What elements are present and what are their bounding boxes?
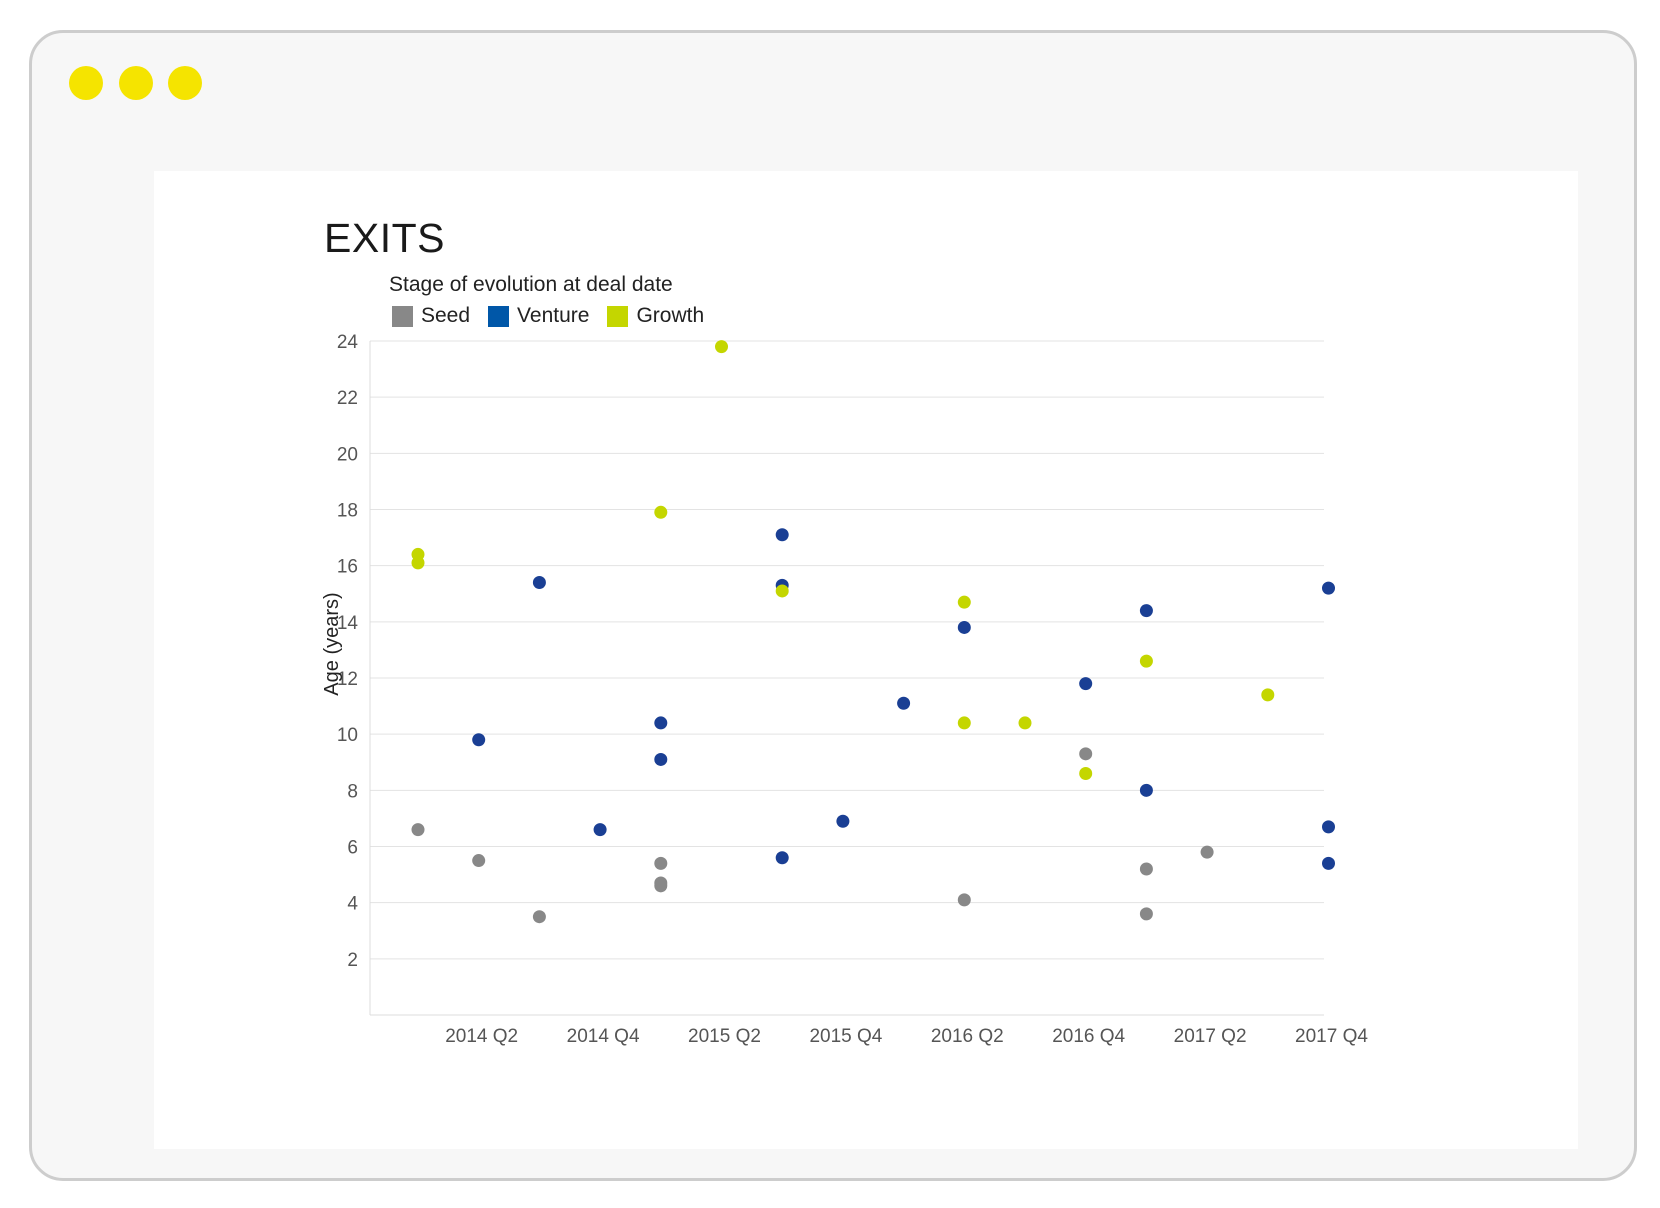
point-seed[interactable]	[472, 854, 486, 868]
point-growth[interactable]	[1261, 688, 1275, 702]
point-venture[interactable]	[532, 576, 546, 590]
point-growth[interactable]	[1079, 766, 1093, 780]
point-venture[interactable]	[1139, 783, 1153, 797]
legend-title: Stage of evolution at deal date	[389, 273, 673, 296]
point-venture[interactable]	[836, 814, 850, 828]
point-venture[interactable]	[654, 752, 668, 766]
legend-item-seed: Seed	[392, 304, 470, 328]
y-tick-label: 14	[337, 613, 359, 634]
window-dot-3[interactable]	[168, 66, 202, 100]
point-venture[interactable]	[1322, 820, 1335, 834]
x-tick-label: 2014 Q4	[567, 1026, 640, 1047]
legend-label-growth: Growth	[636, 304, 705, 327]
point-seed[interactable]	[532, 910, 546, 924]
point-seed[interactable]	[654, 856, 668, 870]
point-seed[interactable]	[1200, 845, 1214, 859]
x-tick-label: 2017 Q2	[1174, 1026, 1247, 1047]
point-growth[interactable]	[1018, 716, 1032, 730]
x-tick-label: 2014 Q2	[445, 1026, 518, 1047]
data-points	[411, 340, 1335, 924]
point-growth[interactable]	[775, 584, 789, 598]
x-tick-label: 2015 Q2	[688, 1026, 761, 1047]
y-tick-label: 24	[337, 332, 359, 353]
point-growth[interactable]	[1139, 654, 1153, 668]
point-venture[interactable]	[1139, 604, 1153, 618]
window-dot-2[interactable]	[119, 66, 153, 100]
point-venture[interactable]	[775, 851, 789, 865]
x-tick-label: 2016 Q2	[931, 1026, 1004, 1047]
legend-swatch-growth	[607, 305, 629, 327]
y-tick-label: 8	[347, 781, 358, 802]
browser-window: EXITS Stage of evolution at deal date Se…	[29, 30, 1637, 1181]
gridlines	[370, 340, 1324, 960]
y-tick-label: 22	[337, 388, 358, 409]
point-seed[interactable]	[1139, 907, 1153, 921]
y-tick-label: 16	[337, 557, 358, 578]
legend-swatch-seed	[392, 305, 413, 327]
y-tick-label: 4	[347, 894, 358, 915]
y-tick-label: 2	[347, 950, 358, 971]
y-tick-label: 10	[337, 725, 358, 746]
point-venture[interactable]	[1322, 581, 1335, 595]
y-tick-label: 18	[337, 501, 358, 522]
point-seed[interactable]	[1079, 747, 1093, 761]
y-tick-label: 12	[337, 669, 358, 690]
point-venture[interactable]	[957, 620, 971, 634]
point-venture[interactable]	[1079, 677, 1093, 691]
chart-title: EXITS	[324, 215, 445, 261]
point-venture[interactable]	[775, 528, 789, 542]
y-axis-title: Age (years)	[321, 592, 343, 695]
point-growth[interactable]	[654, 505, 668, 519]
legend: Seed Venture Growth	[392, 304, 722, 328]
legend-label-venture: Venture	[517, 304, 590, 327]
point-venture[interactable]	[654, 716, 668, 730]
legend-label-seed: Seed	[421, 304, 471, 327]
point-venture[interactable]	[593, 823, 607, 837]
point-seed[interactable]	[411, 823, 425, 837]
y-tick-label: 6	[347, 838, 358, 859]
x-tick-label: 2017 Q4	[1295, 1026, 1368, 1047]
y-tick-label: 20	[337, 444, 358, 465]
x-tick-label: 2015 Q4	[809, 1026, 882, 1047]
point-growth[interactable]	[957, 716, 971, 730]
point-venture[interactable]	[1322, 856, 1335, 870]
point-growth[interactable]	[411, 556, 425, 570]
point-growth[interactable]	[957, 595, 971, 609]
point-seed[interactable]	[957, 893, 971, 907]
point-growth[interactable]	[715, 340, 728, 354]
legend-item-growth: Growth	[607, 304, 704, 328]
chart-panel: EXITS Stage of evolution at deal date Se…	[154, 171, 1578, 1149]
point-venture[interactable]	[897, 696, 911, 710]
point-seed[interactable]	[654, 879, 668, 893]
point-venture[interactable]	[472, 733, 486, 747]
window-dot-1[interactable]	[69, 66, 103, 100]
point-seed[interactable]	[1139, 862, 1153, 876]
legend-item-venture: Venture	[488, 304, 589, 328]
legend-swatch-venture	[488, 305, 510, 327]
x-tick-label: 2016 Q4	[1052, 1026, 1125, 1047]
